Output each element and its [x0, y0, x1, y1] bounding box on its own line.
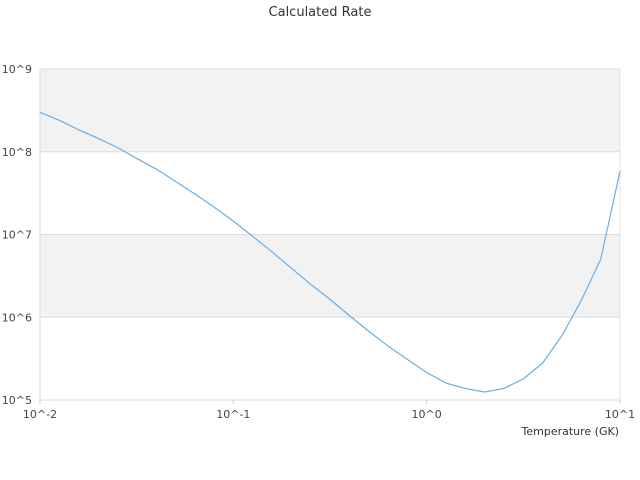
series-group: [39, 111, 621, 393]
gridlines: [39, 68, 621, 404]
x-tick-label: 10^1: [605, 408, 635, 421]
y-tick-label: 10^7: [2, 229, 32, 242]
plot-bands: [40, 69, 620, 400]
plot-band: [40, 151, 620, 235]
y-axis-ticks: 10^5 10^6 10^7 10^8 10^9: [2, 63, 32, 407]
x-axis-label: Temperature (GK): [521, 425, 620, 438]
x-axis-ticks: 10^-2 10^-1 10^0 10^1: [23, 408, 635, 421]
x-tick-label: 10^0: [412, 408, 442, 421]
chart-title: Calculated Rate: [269, 5, 372, 20]
y-tick-label: 10^5: [2, 394, 32, 407]
plot-band: [40, 234, 620, 318]
plot-band: [40, 317, 620, 400]
x-tick-label: 10^-1: [216, 408, 250, 421]
plot-band: [40, 69, 620, 152]
series-line: [39, 111, 621, 393]
x-tick-label: 10^-2: [23, 408, 57, 421]
y-tick-label: 10^6: [2, 311, 32, 324]
y-tick-label: 10^8: [2, 146, 32, 159]
y-tick-label: 10^9: [2, 63, 32, 76]
